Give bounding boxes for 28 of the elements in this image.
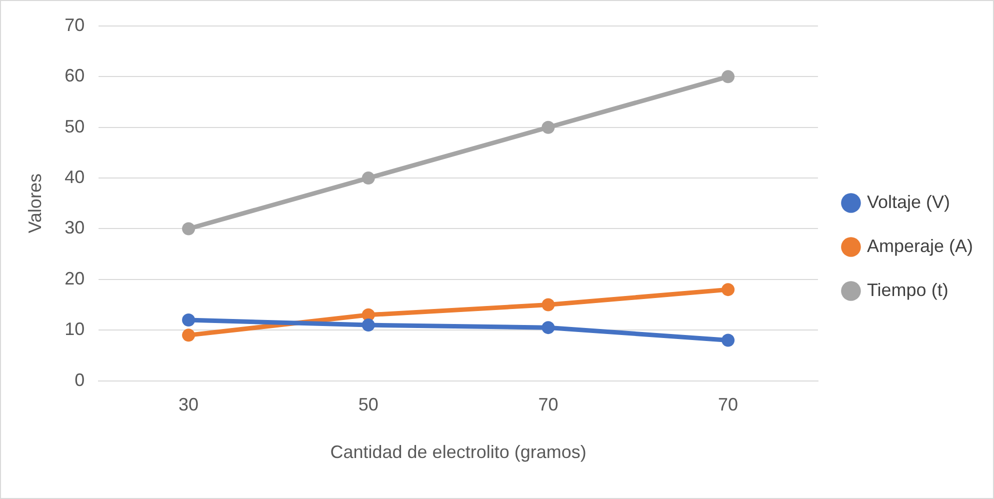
y-tick-label: 10 <box>64 319 85 340</box>
y-tick-label: 50 <box>64 116 85 136</box>
legend-label: Amperaje (A) <box>866 236 973 256</box>
legend-label: Tiempo (t) <box>866 280 948 300</box>
y-tick-label: 20 <box>64 268 85 288</box>
x-tick-label: 70 <box>718 394 738 415</box>
point <box>722 334 735 347</box>
point <box>542 298 555 312</box>
point <box>722 283 735 296</box>
legend-label: Voltaje (V) <box>866 192 950 212</box>
point <box>362 172 375 185</box>
point <box>722 70 735 84</box>
y-tick-label: 70 <box>64 14 85 35</box>
y-tick-label: 30 <box>64 218 85 238</box>
x-tick-label: 30 <box>178 394 199 415</box>
x-axis-title: Cantidad de electrolito (gramos) <box>330 442 586 462</box>
y-tick-label: 40 <box>64 167 85 188</box>
point <box>182 328 196 342</box>
point <box>542 120 555 134</box>
point <box>542 321 555 334</box>
y-tick-label: 0 <box>74 370 85 390</box>
point <box>362 318 375 332</box>
x-tick-label: 50 <box>358 394 378 415</box>
point <box>182 222 196 236</box>
y-axis-title: Valores <box>24 174 45 234</box>
y-tick-label: 60 <box>64 66 85 86</box>
point <box>182 313 196 326</box>
x-tick-label: 70 <box>538 394 558 415</box>
